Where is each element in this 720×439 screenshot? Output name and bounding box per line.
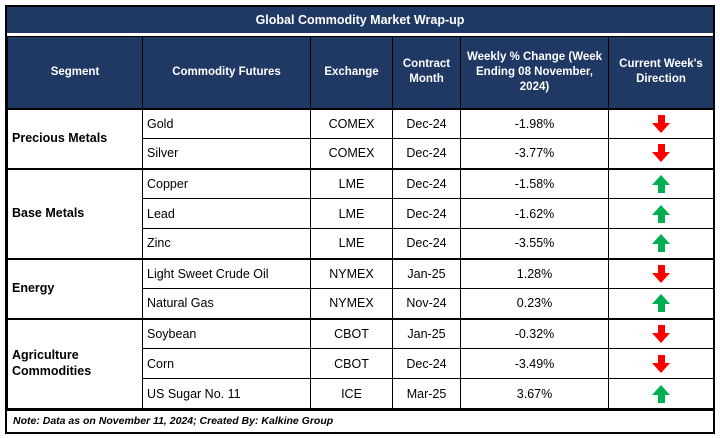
month-cell: Dec-24 [392, 108, 461, 139]
exchange-cell: ICE [310, 378, 393, 409]
exchange-cell: LME [310, 167, 393, 199]
exchange-cell: COMEX [310, 138, 393, 169]
table-row: Lead LME Dec-24 -1.62% [8, 198, 714, 229]
exchange-cell: COMEX [310, 108, 393, 139]
table-row: Precious Metals Gold COMEX Dec-24 -1.98% [7, 108, 714, 169]
segment-cell: Precious Metals [7, 108, 143, 169]
commodity-table-frame: Global Commodity Market Wrap-up Segment … [5, 5, 715, 434]
direction-cell [608, 378, 714, 409]
direction-arrow-icon [652, 234, 670, 252]
change-cell: -1.98% [460, 108, 609, 139]
commodity-cell: Silver [142, 138, 311, 169]
table-row: Natural Gas NYMEX Nov-24 0.23% [8, 288, 714, 319]
month-cell: Dec-24 [392, 138, 461, 169]
commodity-cell: Soybean [142, 317, 311, 349]
segment-cell: Energy [7, 257, 143, 319]
direction-arrow-icon [652, 265, 670, 283]
direction-arrow-icon [652, 144, 670, 162]
direction-arrow-icon [652, 355, 670, 373]
commodity-cell: Natural Gas [142, 288, 311, 319]
commodity-cell: Corn [142, 348, 311, 379]
commodity-cell: Copper [142, 167, 311, 199]
exchange-cell: LME [310, 198, 393, 229]
change-cell: 0.23% [460, 288, 609, 319]
month-cell: Jan-25 [392, 257, 461, 289]
commodity-market-table: Segment Commodity Futures Exchange Contr… [7, 36, 714, 409]
change-cell: -3.77% [460, 138, 609, 169]
col-header-direction: Current Week's Direction [608, 36, 714, 110]
table-row: Base Metals Copper LME Dec-24 -1.58% [7, 167, 714, 259]
direction-cell [608, 167, 714, 199]
exchange-cell: CBOT [310, 317, 393, 349]
col-header-month: Contract Month [392, 36, 461, 110]
col-header-exchange: Exchange [310, 36, 393, 110]
table-row: Energy Light Sweet Crude Oil NYMEX Jan-2… [7, 257, 714, 319]
change-cell: -3.55% [460, 228, 609, 259]
table-row: Zinc LME Dec-24 -3.55% [8, 228, 714, 259]
direction-cell [608, 198, 714, 229]
month-cell: Jan-25 [392, 317, 461, 349]
commodity-cell: Zinc [142, 228, 311, 259]
table-row: US Sugar No. 11 ICE Mar-25 3.67% [8, 378, 714, 409]
direction-arrow-icon [652, 325, 670, 343]
commodity-cell: Light Sweet Crude Oil [142, 257, 311, 289]
direction-arrow-icon [652, 205, 670, 223]
direction-arrow-icon [652, 385, 670, 403]
direction-cell [608, 108, 714, 139]
month-cell: Dec-24 [392, 198, 461, 229]
exchange-cell: LME [310, 228, 393, 259]
direction-cell [608, 138, 714, 169]
footer-note: Note: Data as on November 11, 2024; Crea… [7, 409, 713, 432]
month-cell: Dec-24 [392, 348, 461, 379]
direction-cell [608, 348, 714, 379]
direction-arrow-icon [652, 115, 670, 133]
month-cell: Dec-24 [392, 228, 461, 259]
direction-cell [608, 228, 714, 259]
direction-cell [608, 317, 714, 349]
change-cell: -3.49% [460, 348, 609, 379]
header-row: Segment Commodity Futures Exchange Contr… [7, 36, 714, 110]
change-cell: -1.62% [460, 198, 609, 229]
change-cell: 1.28% [460, 257, 609, 289]
segment-cell: Base Metals [7, 167, 143, 259]
table-row: Agriculture Commodities Soybean CBOT Jan… [7, 317, 714, 409]
exchange-cell: CBOT [310, 348, 393, 379]
change-cell: 3.67% [460, 378, 609, 409]
segment-cell: Agriculture Commodities [7, 317, 143, 409]
month-cell: Nov-24 [392, 288, 461, 319]
change-cell: -0.32% [460, 317, 609, 349]
month-cell: Dec-24 [392, 167, 461, 199]
direction-cell [608, 257, 714, 289]
commodity-cell: Gold [142, 108, 311, 139]
commodity-cell: US Sugar No. 11 [142, 378, 311, 409]
month-cell: Mar-25 [392, 378, 461, 409]
exchange-cell: NYMEX [310, 257, 393, 289]
direction-cell [608, 288, 714, 319]
table-row: Silver COMEX Dec-24 -3.77% [8, 138, 714, 169]
exchange-cell: NYMEX [310, 288, 393, 319]
col-header-commodity: Commodity Futures [142, 36, 311, 110]
direction-arrow-icon [652, 294, 670, 312]
col-header-change: Weekly % Change (Week Ending 08 November… [460, 36, 609, 110]
col-header-segment: Segment [7, 36, 143, 110]
change-cell: -1.58% [460, 167, 609, 199]
direction-arrow-icon [652, 175, 670, 193]
table-title: Global Commodity Market Wrap-up [7, 7, 713, 36]
commodity-cell: Lead [142, 198, 311, 229]
